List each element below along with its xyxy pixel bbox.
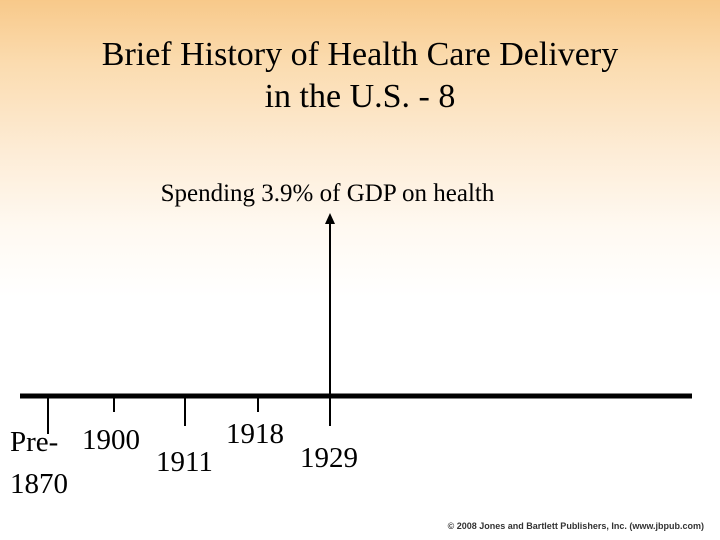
label-1911: 1911: [156, 446, 213, 478]
slide-title: Brief History of Health Care Delivery in…: [40, 34, 680, 118]
label-1929: 1929: [300, 442, 358, 474]
label-1900: 1900: [82, 424, 140, 456]
copyright-footer: © 2008 Jones and Bartlett Publishers, In…: [447, 521, 704, 531]
spending-arrow-head: [325, 213, 335, 224]
label-pre-1870-line2: 1870: [10, 468, 68, 500]
title-line-2: in the U.S. - 8: [264, 78, 456, 115]
gdp-spending-annotation: Spending 3.9% of GDP on health: [160, 180, 495, 207]
title-line-1: Brief History of Health Care Delivery: [101, 36, 619, 73]
label-pre-1870-line1: Pre-: [10, 426, 59, 458]
label-1918: 1918: [226, 418, 284, 450]
